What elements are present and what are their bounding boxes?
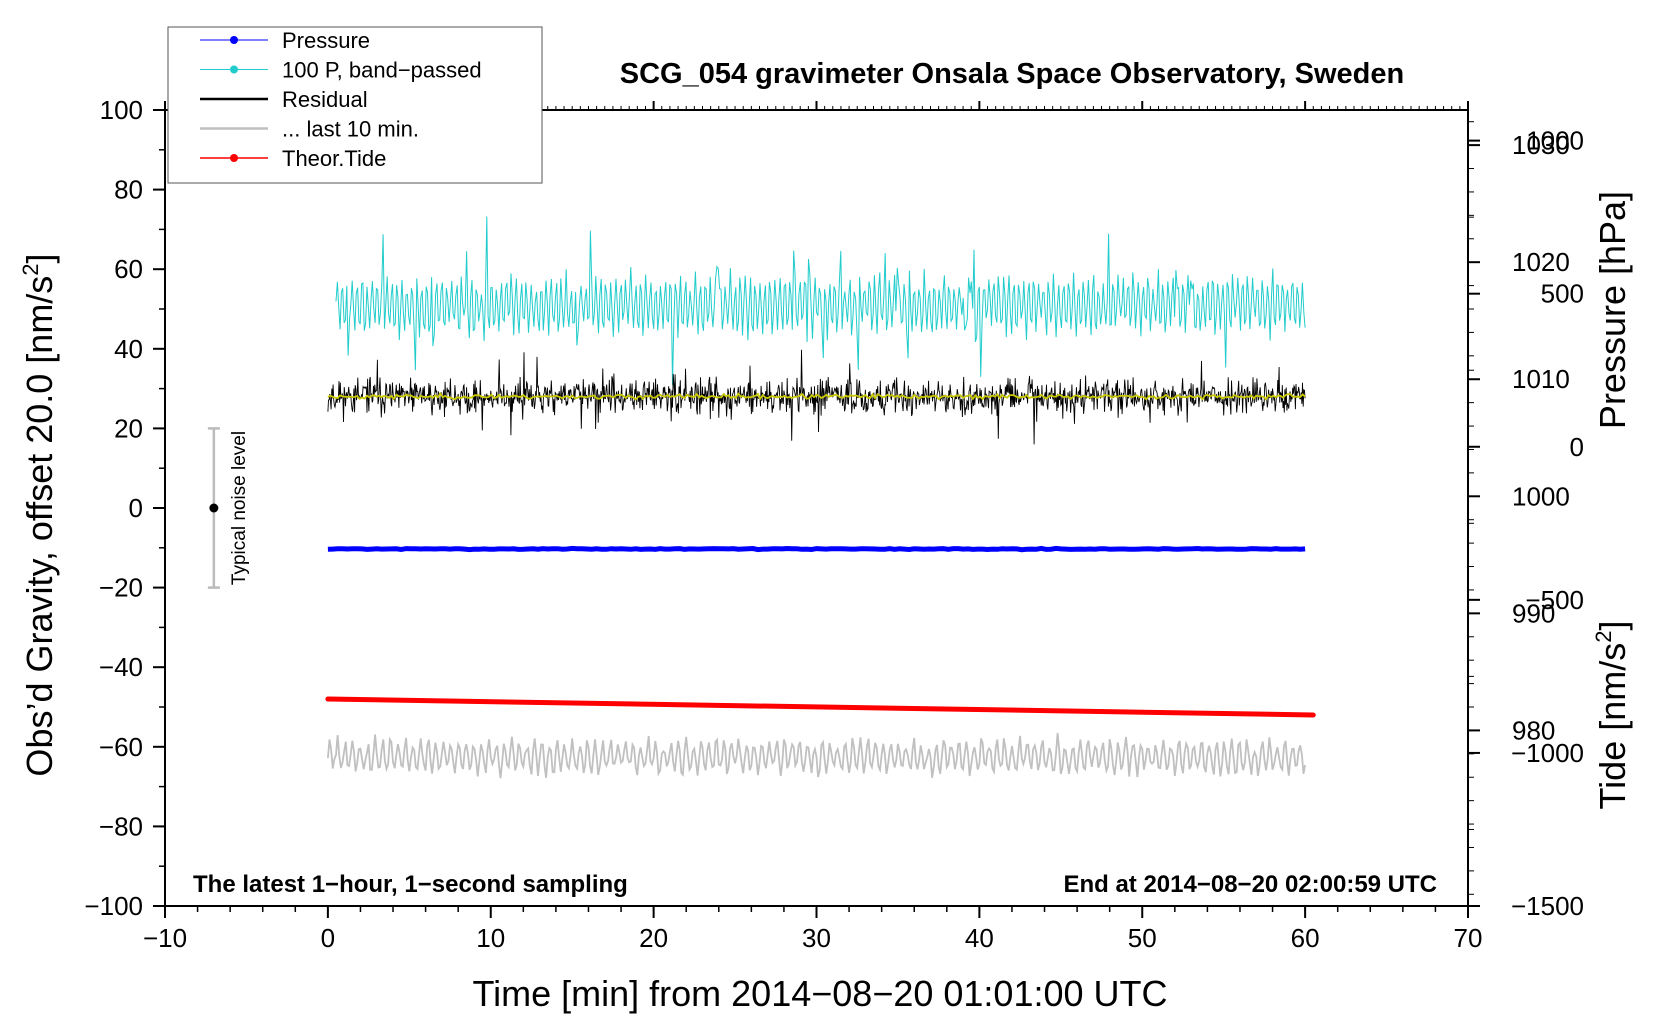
y-axis-tide-title-close: ] <box>1592 621 1633 631</box>
x-tick-label: 60 <box>1291 923 1320 953</box>
series-line-theoretical-tide <box>325 696 1316 718</box>
y-tide-tick-label: −1000 <box>1511 738 1584 768</box>
y-axis-tide-title-main: Tide [nm/s <box>1592 643 1633 810</box>
noise-bar-label: Typical noise level <box>229 431 250 585</box>
y-axis-left-title-sup: 2 <box>18 263 43 275</box>
legend-label: 100 P, band−passed <box>282 58 482 83</box>
y-axis-left-title-close: ] <box>19 253 60 263</box>
series-line-pressure <box>327 545 1306 553</box>
y-pressure-tick-label: 1030 <box>1512 130 1570 160</box>
y-tide-tick-label: 1000 <box>1526 126 1584 156</box>
y-tide-tick-label: −1500 <box>1511 891 1584 921</box>
y-pressure-tick-label: 1010 <box>1512 364 1570 394</box>
y-axis-left-title-main: Obs’d Gravity, offset 20.0 [nm/s <box>19 276 60 777</box>
legend: Pressure 100 P, band−passed Residual ... la… <box>167 26 543 184</box>
y-tide-tick-label: 500 <box>1541 279 1584 309</box>
y-axis-left: 100 80 60 40 20 0 −20 −40 −60 −80 −100 <box>84 95 165 921</box>
x-tick-label: 20 <box>639 923 668 953</box>
noise-bar-center-dot <box>209 503 219 513</box>
y-pressure-tick-label: 980 <box>1512 715 1555 745</box>
x-tick-label: 70 <box>1454 923 1483 953</box>
y-left-tick-label: −20 <box>99 573 143 603</box>
y-left-tick-label: 100 <box>100 95 143 125</box>
chart-title: SCG_054 gravimeter Onsala Space Observat… <box>620 58 1404 90</box>
series-layer <box>325 216 1316 779</box>
y-pressure-tick-label: 1000 <box>1512 481 1570 511</box>
note-end-time: End at 2014−08−20 02:00:59 UTC <box>1063 871 1437 898</box>
legend-swatch-dot <box>230 154 238 162</box>
x-tick-label: 10 <box>476 923 505 953</box>
y-tide-tick-label: −500 <box>1525 585 1584 615</box>
x-tick-label: 40 <box>965 923 994 953</box>
noise-level-indicator: Typical noise level <box>207 427 250 589</box>
y-left-tick-label: 20 <box>114 413 143 443</box>
legend-entries: Pressure 100 P, band−passed Residual ... la… <box>200 28 482 171</box>
series-line-bandpassed-pressure <box>335 216 1306 386</box>
legend-swatch-dot <box>230 65 238 74</box>
y-left-tick-label: 0 <box>129 493 143 523</box>
y-axis-tide-title-sup: 2 <box>1591 631 1616 643</box>
y-pressure-tick-label: 990 <box>1512 598 1555 628</box>
y-axis-tide: 1000 500 0 −500 −1000 −1500 <box>1468 126 1584 921</box>
x-tick-label: 0 <box>321 923 335 953</box>
y-axis-pressure: 1030 1020 1010 1000 990 980 <box>1468 121 1570 895</box>
y-axis-tide-title: Tide [nm/s2] <box>1591 621 1633 810</box>
y-pressure-tick-label: 1020 <box>1512 247 1570 277</box>
x-axis-title: Time [min] from 2014−08−20 01:01:00 UTC <box>472 973 1167 1014</box>
x-tick-label: 50 <box>1128 923 1157 953</box>
series-line-residual-smoothed <box>327 392 1306 401</box>
y-left-tick-label: −40 <box>99 652 143 682</box>
x-tick-label: 30 <box>802 923 831 953</box>
legend-label: Pressure <box>282 28 370 53</box>
y-left-tick-label: 60 <box>114 254 143 284</box>
y-axis-pressure-title: Pressure [hPa] <box>1592 191 1633 429</box>
y-tide-tick-label: 0 <box>1570 432 1584 462</box>
legend-label: Theor.Tide <box>282 146 386 171</box>
y-left-tick-label: −100 <box>84 891 143 921</box>
note-sampling: The latest 1−hour, 1−second sampling <box>193 871 628 898</box>
y-left-tick-label: 40 <box>114 334 143 364</box>
y-left-tick-label: −60 <box>99 732 143 762</box>
y-axis-left-title: Obs’d Gravity, offset 20.0 [nm/s2] <box>18 253 60 776</box>
series-line-last-10-min <box>327 732 1306 779</box>
legend-label: ... last 10 min. <box>282 117 419 142</box>
y-left-tick-label: −80 <box>99 811 143 841</box>
legend-swatch-dot <box>230 36 238 44</box>
y-left-tick-label: 80 <box>114 175 143 205</box>
x-tick-label: −10 <box>143 923 187 953</box>
legend-label: Residual <box>282 87 368 112</box>
